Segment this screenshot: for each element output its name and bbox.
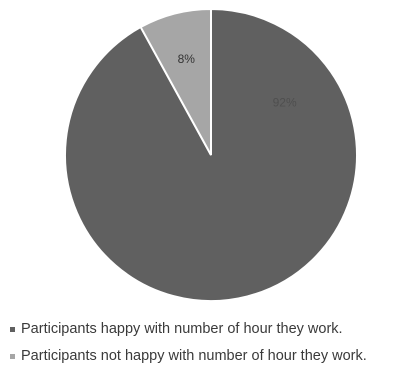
slice-label-happy: 92% [273, 95, 297, 109]
legend-item-happy: Participants happy with number of hour t… [10, 318, 415, 340]
legend-label-not-happy: Participants not happy with number of ho… [21, 348, 367, 364]
pie-chart: 92% 8% [64, 7, 358, 302]
legend-item-not-happy: Participants not happy with number of ho… [10, 345, 415, 367]
legend-label-happy: Participants happy with number of hour t… [21, 321, 343, 337]
legend-swatch-not-happy [10, 353, 15, 359]
legend-swatch-happy [10, 326, 15, 332]
chart-legend: Participants happy with number of hour t… [10, 318, 415, 372]
slice-label-not-happy: 8% [178, 52, 196, 66]
pie-slice-not-happy [139, 7, 212, 156]
pie-chart-svg: 92% 8% [64, 7, 358, 302]
